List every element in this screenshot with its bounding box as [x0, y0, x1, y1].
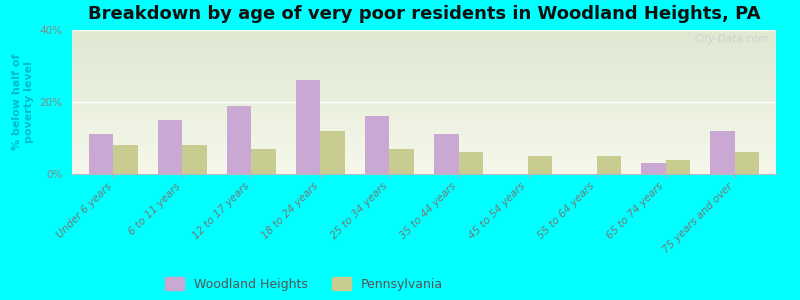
Legend: Woodland Heights, Pennsylvania: Woodland Heights, Pennsylvania [165, 277, 443, 291]
Bar [642, 163, 666, 174]
Bar [182, 145, 206, 174]
Bar [458, 152, 482, 174]
Bar [734, 152, 758, 174]
Bar [251, 149, 276, 174]
Bar [114, 145, 138, 174]
Y-axis label: % below half of
poverty level: % below half of poverty level [12, 54, 34, 150]
Bar [710, 131, 734, 174]
Bar [227, 106, 251, 174]
Text: City-Data.com: City-Data.com [695, 34, 769, 44]
Title: Breakdown by age of very poor residents in Woodland Heights, PA: Breakdown by age of very poor residents … [88, 5, 760, 23]
Bar [158, 120, 182, 174]
Bar [90, 134, 114, 174]
Bar [321, 131, 345, 174]
Bar [597, 156, 621, 174]
Bar [296, 80, 321, 174]
Bar [434, 134, 458, 174]
Bar [666, 160, 690, 174]
Bar [390, 149, 414, 174]
Bar [366, 116, 390, 174]
Bar [527, 156, 552, 174]
